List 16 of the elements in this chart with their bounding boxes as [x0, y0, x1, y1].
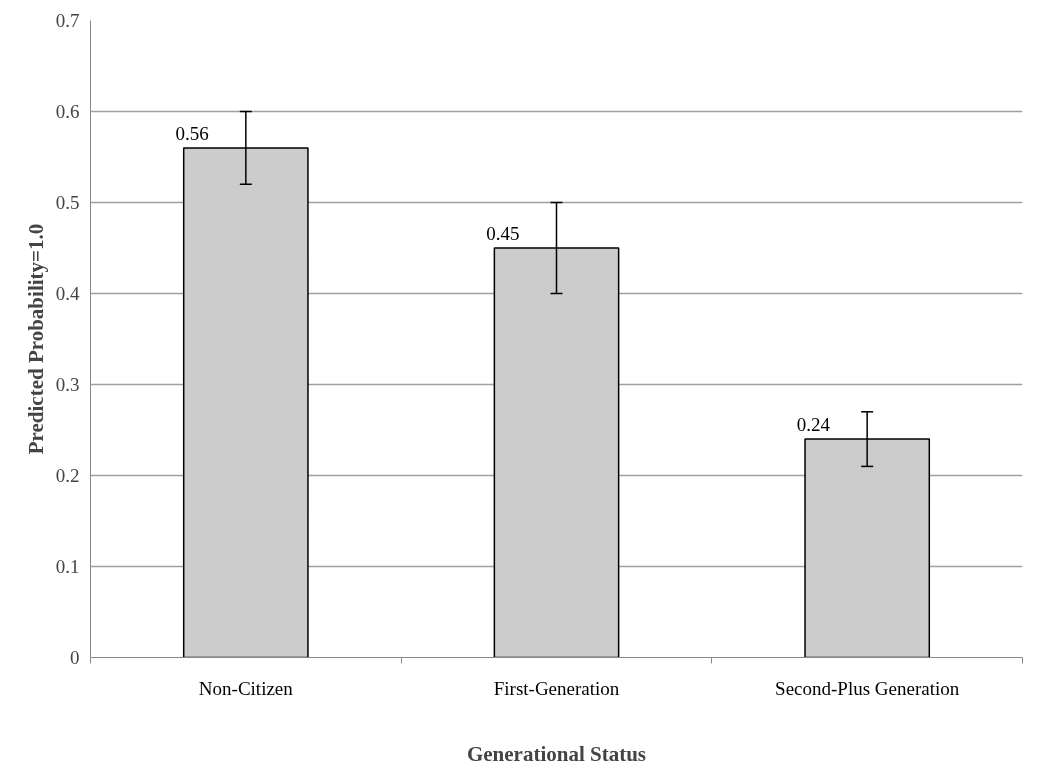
x-tick-label: Non-Citizen — [198, 677, 294, 699]
x-axis-title: Generational Status — [466, 741, 647, 766]
y-tick-label: 0.2 — [55, 465, 80, 486]
y-tick-label: 0.3 — [55, 374, 80, 395]
x-tick-label: First-Generation — [493, 677, 620, 699]
data-label: 0.45 — [486, 223, 520, 244]
y-tick-label: 0.5 — [55, 192, 80, 213]
y-axis-title: Predicted Probability=1.0 — [23, 223, 48, 455]
y-tick-label: 0.4 — [55, 283, 80, 304]
data-label: 0.24 — [796, 414, 831, 436]
y-tick-label: 0.7 — [55, 10, 80, 31]
x-tick-label: Second-Plus Generation — [775, 677, 960, 699]
y-tick-label: 0.6 — [55, 101, 80, 122]
y-tick-label: 0 — [70, 647, 80, 668]
y-tick-label: 0.1 — [55, 556, 80, 577]
data-label: 0.56 — [175, 122, 209, 144]
